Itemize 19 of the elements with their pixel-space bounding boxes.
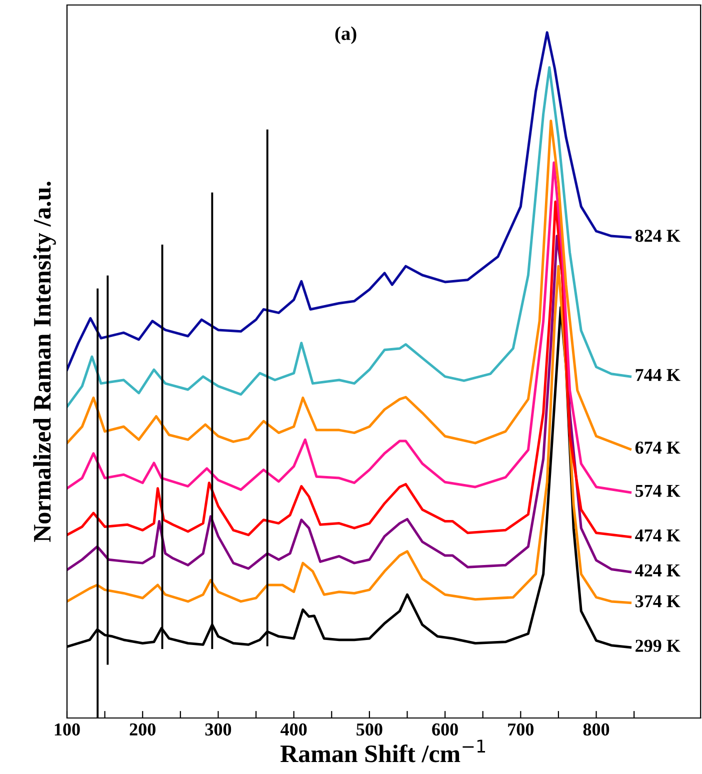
series-label: 474 K [635,529,680,542]
series-label: 374 K [635,595,680,608]
x-axis-title: Raman Shift /cm$^{−1}$ [280,740,486,762]
series-label: 744 K [636,369,680,381]
x-tick-label: 500 [356,723,382,736]
x-tick-label: 200 [130,723,156,736]
x-tick-label: 300 [205,723,232,736]
y-axis-title: Normalized Raman Intensity /a.u. [33,182,56,542]
series-label: 674 K [635,442,680,454]
series-label: 824 K [635,230,680,242]
x-tick-label: 600 [432,723,458,736]
annotation: (a) [335,26,356,44]
series-label: 574 K [636,484,680,497]
series-label: 424 K [635,564,680,576]
x-tick-label: 400 [280,723,307,736]
series-label: 299 K [636,640,680,652]
x-tick-label: 100 [54,723,80,736]
x-tick-label: 700 [508,723,534,736]
x-tick-label: 800 [583,723,610,736]
